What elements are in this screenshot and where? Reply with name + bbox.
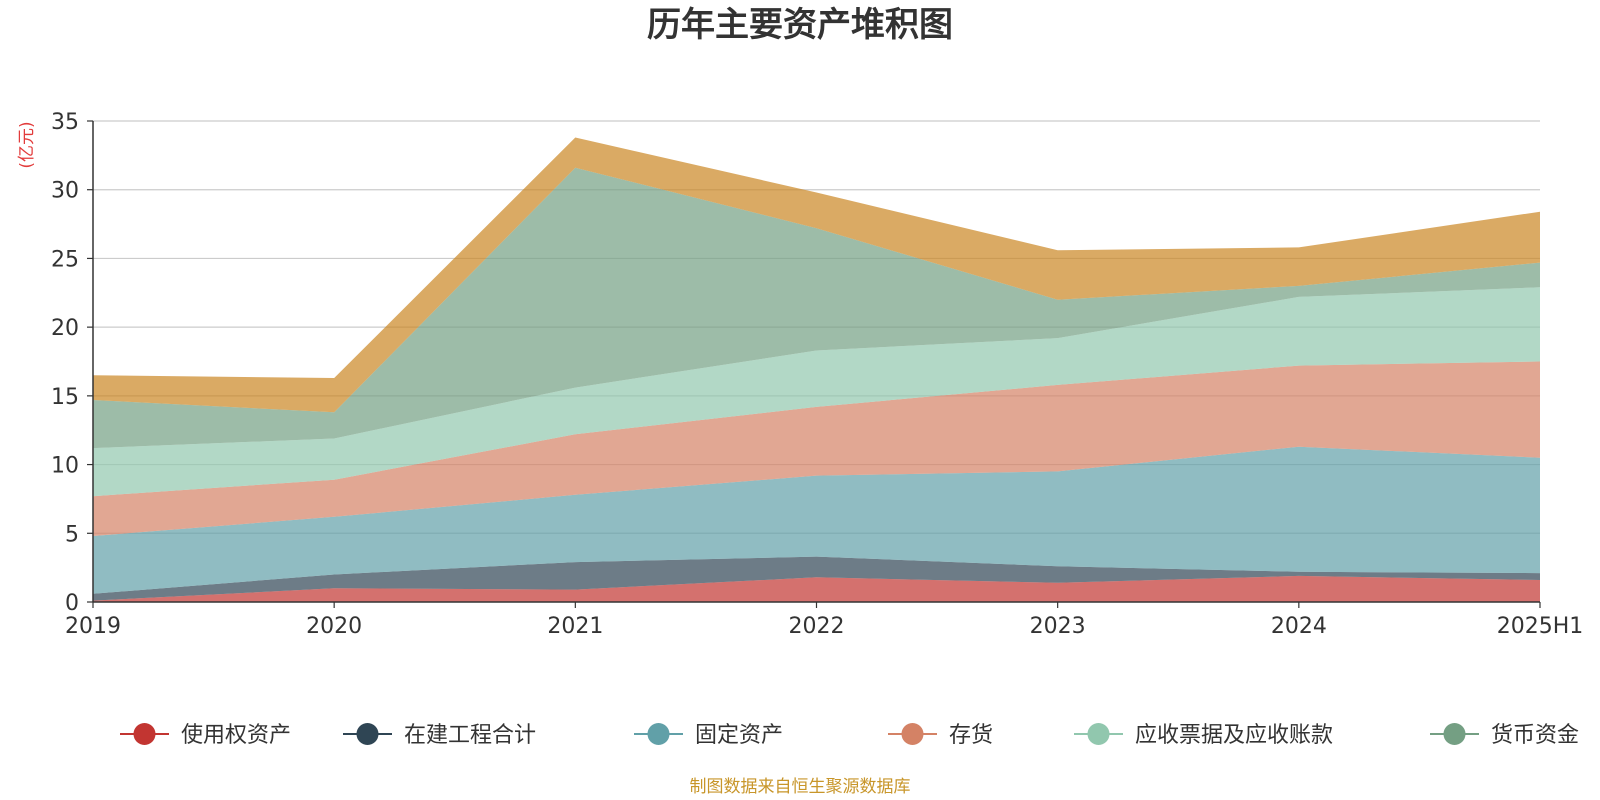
legend-marker — [133, 723, 156, 745]
legend-item[interactable]: 货币资金 — [1430, 723, 1579, 748]
x-tick-label: 2023 — [1030, 614, 1086, 639]
legend-label: 在建工程合计 — [404, 723, 536, 748]
x-tick-label: 2022 — [789, 614, 845, 639]
legend-label: 固定资产 — [695, 723, 783, 748]
area-其它资产 — [93, 137, 1540, 413]
axes: 0 5 10 15 20 25 30 35 2019 2020 2021 2022 2023 2024 20… — [51, 110, 1583, 639]
legend-item[interactable]: 在建工程合计 — [343, 723, 536, 748]
y-tick-label: 30 — [51, 179, 79, 204]
area-存货 — [93, 361, 1540, 536]
y-tick-label: 5 — [65, 522, 79, 547]
data-source-note: 制图数据来自恒生聚源数据库 — [690, 777, 911, 797]
legend-marker — [647, 723, 670, 745]
y-tick-label: 25 — [51, 247, 79, 272]
chart-title: 历年主要资产堆积图 — [647, 5, 953, 45]
y-tick-label: 35 — [51, 110, 79, 135]
area-series — [93, 137, 1540, 602]
legend-item[interactable]: 使用权资产 — [120, 723, 291, 748]
area-货币资金 — [93, 167, 1540, 449]
legend-marker — [356, 723, 379, 745]
legend-label: 使用权资产 — [181, 723, 291, 748]
x-tick-label: 2020 — [306, 614, 362, 639]
legend-item[interactable]: 应收票据及应收账款 — [1074, 723, 1333, 748]
legend-item[interactable]: 固定资产 — [634, 723, 783, 748]
y-tick-label: 15 — [51, 385, 79, 410]
legend-marker — [1087, 723, 1110, 745]
x-tick-label: 2019 — [65, 614, 121, 639]
legend-label: 应收票据及应收账款 — [1135, 723, 1333, 748]
legend-label: 货币资金 — [1491, 723, 1579, 748]
area-固定资产 — [93, 446, 1540, 594]
area-应收票据及应收账款 — [93, 287, 1540, 497]
legend-item[interactable]: 存货 — [888, 723, 993, 748]
legend-marker — [1443, 723, 1466, 745]
legend-marker — [901, 723, 924, 745]
y-axis-unit: (亿元) — [17, 121, 37, 168]
x-tick-label: 2021 — [547, 614, 603, 639]
y-tick-label: 10 — [51, 454, 79, 479]
legend[interactable]: 使用权资产在建工程合计固定资产存货应收票据及应收账款货币资金其它资产 — [120, 723, 1600, 748]
y-tick-label: 20 — [51, 316, 79, 341]
legend-label: 存货 — [949, 723, 993, 748]
x-tick-label: 2025H1 — [1497, 614, 1584, 639]
y-tick-label: 0 — [65, 591, 79, 616]
area-使用权资产 — [93, 575, 1540, 602]
x-tick-label: 2024 — [1271, 614, 1327, 639]
area-在建工程合计 — [93, 556, 1540, 601]
